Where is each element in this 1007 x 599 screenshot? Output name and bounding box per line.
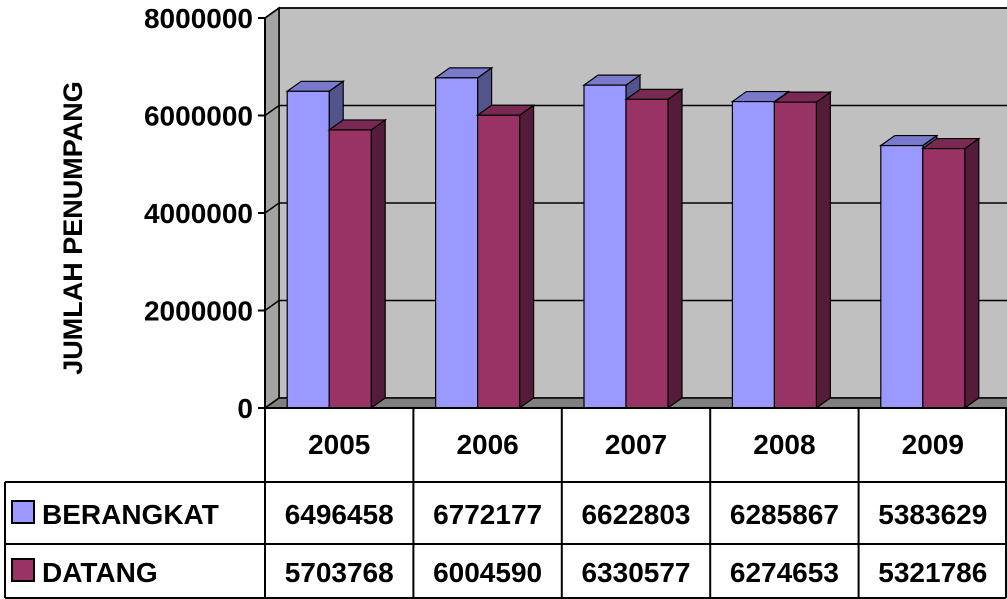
bar-front	[286, 90, 330, 409]
gridline	[264, 7, 1007, 19]
y-tick-label: 6000000	[144, 101, 253, 132]
table-cell-value: 6622803	[581, 499, 690, 530]
bar-front	[773, 101, 818, 409]
bar-front	[477, 114, 521, 409]
bar-side	[815, 90, 832, 410]
table-cell-value: 6274653	[730, 557, 839, 588]
bar-front	[435, 77, 479, 409]
bar-side	[518, 104, 535, 410]
table-cell-value: 6285867	[730, 499, 839, 530]
x-tick-label: 2006	[456, 429, 518, 460]
bar-front	[583, 84, 627, 409]
table-cell-value: 6330577	[581, 557, 690, 588]
table-cell-value: 5383629	[878, 499, 987, 530]
y-axis-title: JUMLAH PENUMPANG	[58, 81, 88, 375]
table-cell-value: 6772177	[433, 499, 542, 530]
x-tick-label: 2005	[308, 429, 370, 460]
bar-side	[370, 118, 386, 410]
table-cell-value: 6496458	[285, 499, 394, 530]
table-cell-value: 6004590	[433, 557, 542, 588]
y-tick-label: 8000000	[144, 3, 253, 34]
bar-front	[625, 98, 669, 409]
table-cell-value: 5321786	[878, 557, 987, 588]
bar-side	[667, 88, 683, 410]
legend-label: BERANGKAT	[42, 499, 219, 530]
x-tick-label: 2007	[605, 429, 667, 460]
bar-datang-2007	[624, 88, 684, 410]
x-tick-label: 2009	[902, 429, 964, 460]
y-tick-label: 2000000	[144, 296, 253, 327]
bar-front	[880, 144, 924, 409]
y-tick-label: 4000000	[144, 198, 253, 229]
bar-datang-2008	[772, 90, 833, 410]
legend-label: DATANG	[42, 557, 158, 588]
table-cell-value: 5703768	[285, 557, 394, 588]
legend-key-datang	[11, 558, 35, 582]
y-axis: 0 2000000 4000000 6000000 8000000	[144, 3, 266, 424]
bar-front	[328, 129, 372, 409]
y-tick-label: 0	[237, 393, 253, 424]
bar-front	[731, 100, 776, 409]
bar-side	[964, 137, 980, 410]
bar-datang-2005	[327, 118, 388, 410]
bars	[285, 66, 981, 410]
x-tick-label: 2008	[753, 429, 815, 460]
bar-datang-2006	[475, 104, 536, 410]
legend-key-berangkat	[11, 500, 35, 524]
data-table: 2005 2006 2007 2008 2009 BERANGKAT 6496458 6772…	[4, 407, 1007, 599]
bar-datang-2009	[920, 137, 981, 410]
bar-front	[922, 147, 966, 409]
